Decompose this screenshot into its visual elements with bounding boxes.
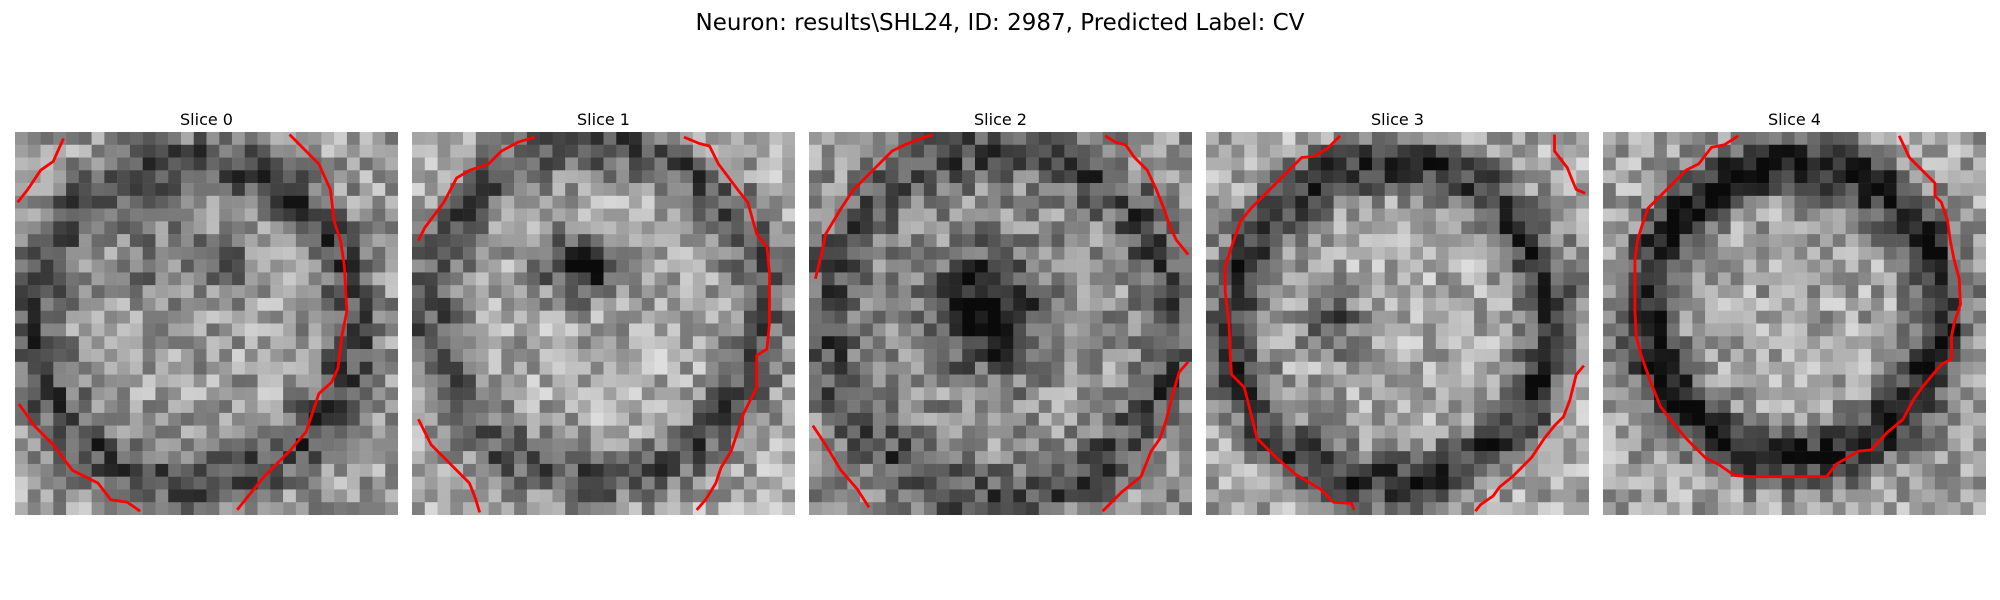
slice-title: Slice 2 bbox=[974, 110, 1027, 129]
contour-line bbox=[17, 403, 141, 513]
slice-image-0 bbox=[15, 132, 398, 515]
slice-heatmap-0 bbox=[15, 132, 398, 515]
contour-line bbox=[814, 133, 934, 280]
slice-title: Slice 4 bbox=[1768, 110, 1821, 129]
slice-image-1 bbox=[412, 132, 795, 515]
contour-line bbox=[417, 418, 482, 513]
contour-line bbox=[1101, 360, 1190, 513]
slice-heatmap-4 bbox=[1603, 132, 1986, 515]
contour-line bbox=[811, 424, 871, 509]
slice-title: Slice 0 bbox=[180, 110, 233, 129]
slice-panel-2: Slice 2 bbox=[809, 108, 1192, 515]
contour-line bbox=[1104, 134, 1190, 256]
slice-image-4 bbox=[1603, 132, 1986, 515]
slice-image-2 bbox=[809, 132, 1192, 515]
slice-panel-4: Slice 4 bbox=[1603, 108, 1986, 515]
figure-title: Neuron: results\SHL24, ID: 2987, Predict… bbox=[695, 10, 1305, 36]
contour-line bbox=[1223, 134, 1356, 511]
contour-line bbox=[417, 135, 535, 242]
slice-panel-3: Slice 3 bbox=[1206, 108, 1589, 515]
slice-title: Slice 3 bbox=[1371, 110, 1424, 129]
contour-line bbox=[683, 135, 771, 511]
contour-line bbox=[1633, 134, 1962, 479]
contour-line bbox=[1474, 364, 1585, 513]
slice-panel-1: Slice 1 bbox=[412, 108, 795, 515]
slice-heatmap-2 bbox=[809, 132, 1192, 515]
slice-heatmap-3 bbox=[1206, 132, 1589, 515]
contour-line bbox=[1553, 134, 1586, 195]
contour-line bbox=[236, 133, 349, 511]
slice-image-3 bbox=[1206, 132, 1589, 515]
slice-title: Slice 1 bbox=[577, 110, 630, 129]
slice-heatmap-1 bbox=[412, 132, 795, 515]
slice-panel-0: Slice 0 bbox=[15, 108, 398, 515]
contour-line bbox=[16, 137, 65, 204]
